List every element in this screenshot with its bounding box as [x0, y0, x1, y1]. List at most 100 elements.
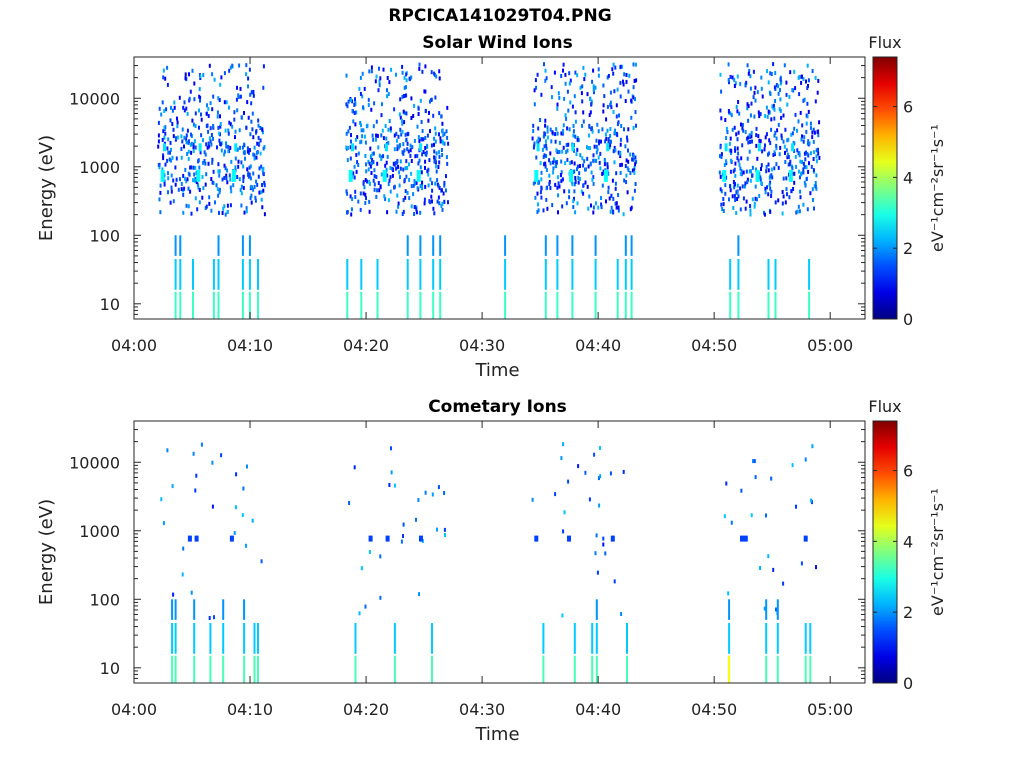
flux-cell — [812, 198, 814, 202]
flux-cell — [212, 124, 215, 128]
flux-cell — [372, 124, 375, 129]
flux-cell — [732, 206, 735, 210]
flux-cell — [257, 623, 259, 654]
flux-cell — [738, 111, 741, 116]
flux-cell — [205, 111, 208, 116]
flux-cell — [544, 164, 547, 169]
flux-cell — [184, 76, 187, 81]
colorbar-tick-label: 4 — [903, 532, 913, 551]
flux-cell — [403, 85, 406, 90]
flux-cell — [561, 149, 564, 154]
flux-cell — [543, 153, 546, 158]
flux-cell — [216, 187, 219, 192]
flux-cell — [419, 535, 423, 542]
flux-cell — [428, 158, 431, 163]
flux-cell — [436, 178, 439, 183]
flux-cell — [257, 135, 260, 140]
flux-cell — [566, 148, 569, 153]
flux-cell — [534, 535, 539, 542]
flux-cell — [229, 145, 232, 150]
flux-cell — [722, 209, 725, 213]
flux-cell — [165, 107, 168, 112]
flux-cell — [229, 65, 232, 70]
flux-cell — [367, 159, 370, 164]
flux-cell — [606, 162, 609, 167]
flux-cell — [811, 444, 814, 449]
flux-cell — [593, 144, 596, 149]
flux-cell — [198, 165, 201, 170]
flux-cell — [550, 139, 553, 144]
flux-cell — [625, 180, 628, 185]
flux-cell — [760, 163, 763, 168]
flux-cell — [625, 173, 628, 178]
flux-cell — [253, 623, 256, 654]
flux-cell — [248, 235, 251, 256]
flux-cell — [435, 151, 438, 156]
flux-cell — [573, 169, 576, 174]
flux-cell — [725, 481, 728, 486]
flux-cell — [582, 183, 585, 188]
flux-cell — [389, 175, 392, 180]
flux-cell — [424, 109, 427, 114]
flux-cell — [609, 133, 612, 138]
flux-cell — [590, 101, 593, 106]
flux-cell — [402, 142, 405, 147]
flux-cell — [565, 150, 568, 155]
flux-cell — [619, 151, 621, 156]
flux-cell — [597, 67, 600, 72]
flux-cell — [579, 153, 582, 158]
flux-cell — [782, 176, 785, 181]
flux-cell — [563, 96, 566, 101]
flux-cell — [371, 133, 374, 138]
flux-cell — [718, 170, 721, 175]
flux-cell — [211, 460, 214, 465]
flux-cell — [785, 148, 788, 153]
flux-cell — [171, 655, 174, 683]
flux-cell — [401, 94, 404, 99]
flux-cell — [778, 107, 781, 112]
flux-cell — [364, 201, 367, 205]
flux-cell — [728, 599, 731, 620]
flux-cell — [257, 291, 259, 319]
flux-cell — [199, 98, 201, 103]
flux-cell — [174, 655, 177, 683]
flux-cell — [363, 185, 366, 190]
flux-cell — [223, 100, 226, 105]
flux-cell — [424, 89, 427, 94]
flux-cell — [425, 152, 428, 157]
flux-cell — [222, 655, 225, 683]
flux-cell — [408, 76, 411, 81]
flux-cell — [162, 129, 165, 134]
flux-cell — [387, 198, 390, 203]
flux-cell — [531, 497, 534, 502]
flux-cell — [235, 97, 238, 102]
flux-cell — [163, 182, 166, 187]
flux-cell — [550, 85, 553, 90]
flux-cell — [441, 201, 444, 206]
flux-cell — [583, 159, 586, 164]
flux-cell — [354, 122, 357, 127]
flux-cell — [747, 135, 750, 140]
flux-cell — [194, 145, 197, 150]
flux-cell — [544, 139, 547, 144]
flux-cell — [806, 207, 809, 212]
flux-cell — [811, 135, 814, 140]
flux-cell — [181, 572, 184, 577]
flux-cell — [592, 158, 595, 163]
flux-cell — [619, 64, 622, 69]
flux-cell — [576, 167, 578, 172]
flux-cell — [565, 143, 568, 148]
flux-cell — [566, 157, 569, 162]
flux-cell — [162, 153, 165, 158]
flux-cell — [558, 150, 561, 154]
flux-cell — [591, 177, 594, 182]
flux-cell — [576, 201, 579, 206]
flux-cell — [351, 197, 354, 202]
flux-cell — [411, 145, 414, 150]
flux-cell — [780, 79, 783, 84]
flux-cell — [211, 180, 214, 185]
flux-cell — [393, 623, 396, 654]
flux-cell — [566, 89, 569, 94]
flux-cell — [555, 127, 558, 132]
